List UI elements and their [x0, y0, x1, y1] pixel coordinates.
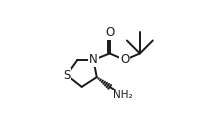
- Text: O: O: [120, 53, 129, 66]
- Text: N: N: [89, 53, 98, 66]
- Text: S: S: [63, 68, 70, 81]
- Text: NH₂: NH₂: [113, 90, 132, 101]
- Text: O: O: [105, 26, 114, 39]
